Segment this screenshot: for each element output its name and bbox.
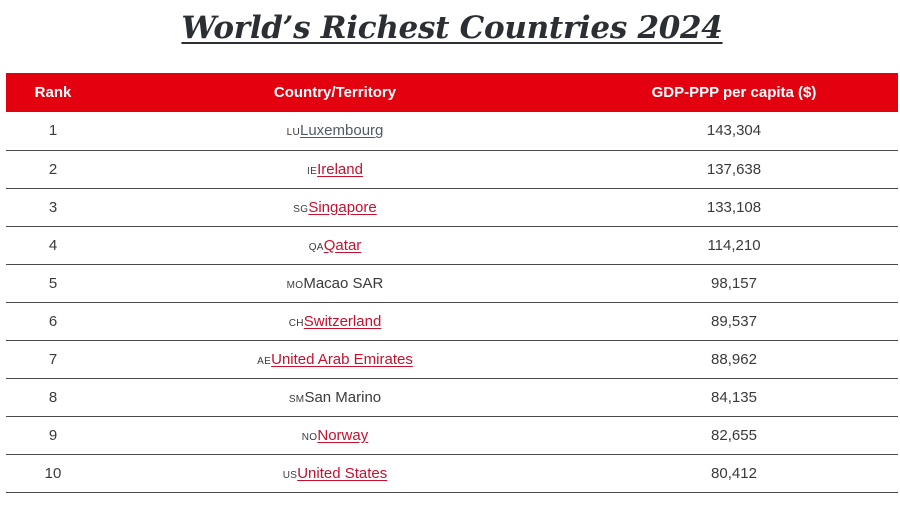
rank-column-header: Rank: [34, 84, 72, 101]
gdp-cell: 84,135: [711, 388, 757, 406]
gdp-cell: 133,108: [706, 198, 762, 216]
table-row: 5 MOMacao SAR 98,157: [6, 264, 898, 302]
rank-cell: 8: [48, 388, 58, 406]
switzerland-flag-icon: CH: [288, 317, 304, 329]
country-name-san-marino: San Marino: [304, 388, 382, 406]
table-row: 6 CHSwitzerland 89,537: [6, 302, 898, 340]
gdp-cell: 82,655: [711, 426, 757, 444]
rank-cell: 7: [48, 350, 58, 368]
table-header-row: Rank Country/Territory GDP-PPP per capit…: [6, 73, 898, 112]
rank-cell: 10: [44, 464, 62, 482]
rank-cell: 6: [48, 312, 58, 330]
gdp-cell: 80,412: [711, 464, 757, 482]
table-row: 9 NONorway 82,655: [6, 416, 898, 454]
table-row: 7 AEUnited Arab Emirates 88,962: [6, 340, 898, 378]
luxembourg-flag-icon: LU: [286, 127, 300, 139]
country-cell: LULuxembourg: [100, 112, 570, 150]
country-column-header: Country/Territory: [273, 84, 397, 101]
country-cell: USUnited States: [100, 454, 570, 492]
rank-cell: 5: [48, 274, 58, 292]
table-row: 2 IEIreland 137,638: [6, 150, 898, 188]
gdp-cell: 143,304: [706, 122, 762, 140]
gdp-cell: 137,638: [706, 160, 762, 178]
country-cell: IEIreland: [100, 150, 570, 188]
table-row: 4 QAQatar 114,210: [6, 226, 898, 264]
table-row: 1 LULuxembourg 143,304: [6, 112, 898, 150]
country-cell: SGSingapore: [100, 188, 570, 226]
country-cell: QAQatar: [100, 226, 570, 264]
country-name-macao: Macao SAR: [303, 274, 384, 292]
singapore-flag-icon: SG: [293, 203, 309, 215]
country-cell: AEUnited Arab Emirates: [100, 340, 570, 378]
country-link-switzerland[interactable]: Switzerland: [303, 312, 382, 330]
country-link-uae[interactable]: United Arab Emirates: [271, 350, 413, 368]
rank-cell: 1: [48, 122, 58, 140]
rank-cell: 9: [48, 426, 58, 444]
rankings-table: Rank Country/Territory GDP-PPP per capit…: [6, 73, 898, 493]
gdp-cell: 89,537: [711, 312, 757, 330]
uae-flag-icon: AE: [257, 355, 272, 367]
norway-flag-icon: NO: [301, 431, 318, 443]
rank-cell: 4: [48, 236, 58, 254]
macao-flag-icon: MO: [286, 279, 304, 291]
gdp-cell: 98,157: [711, 274, 757, 292]
country-cell: NONorway: [100, 416, 570, 454]
country-link-qatar[interactable]: Qatar: [323, 236, 362, 254]
table-row: 8 SMSan Marino 84,135: [6, 378, 898, 416]
country-cell: CHSwitzerland: [100, 302, 570, 340]
san-marino-flag-icon: SM: [288, 393, 305, 405]
country-link-norway[interactable]: Norway: [317, 426, 369, 444]
gdp-column-header: GDP-PPP per capita ($): [651, 84, 817, 101]
table-row: 10 USUnited States 80,412: [6, 454, 898, 492]
country-link-united-states[interactable]: United States: [297, 464, 388, 482]
country-link-singapore[interactable]: Singapore: [308, 198, 377, 216]
rank-cell: 2: [48, 160, 58, 178]
country-link-ireland[interactable]: Ireland: [317, 160, 363, 178]
country-link-luxembourg[interactable]: Luxembourg: [300, 122, 384, 140]
country-cell: SMSan Marino: [100, 378, 570, 416]
table-row: 3 SGSingapore 133,108: [6, 188, 898, 226]
rank-cell: 3: [48, 198, 58, 216]
gdp-cell: 88,962: [711, 350, 757, 368]
united-states-flag-icon: US: [282, 469, 298, 481]
qatar-flag-icon: QA: [308, 241, 324, 253]
country-cell: MOMacao SAR: [100, 264, 570, 302]
gdp-cell: 114,210: [707, 236, 761, 254]
page-title: World’s Richest Countries 2024: [181, 10, 723, 46]
ireland-flag-icon: IE: [307, 165, 318, 177]
